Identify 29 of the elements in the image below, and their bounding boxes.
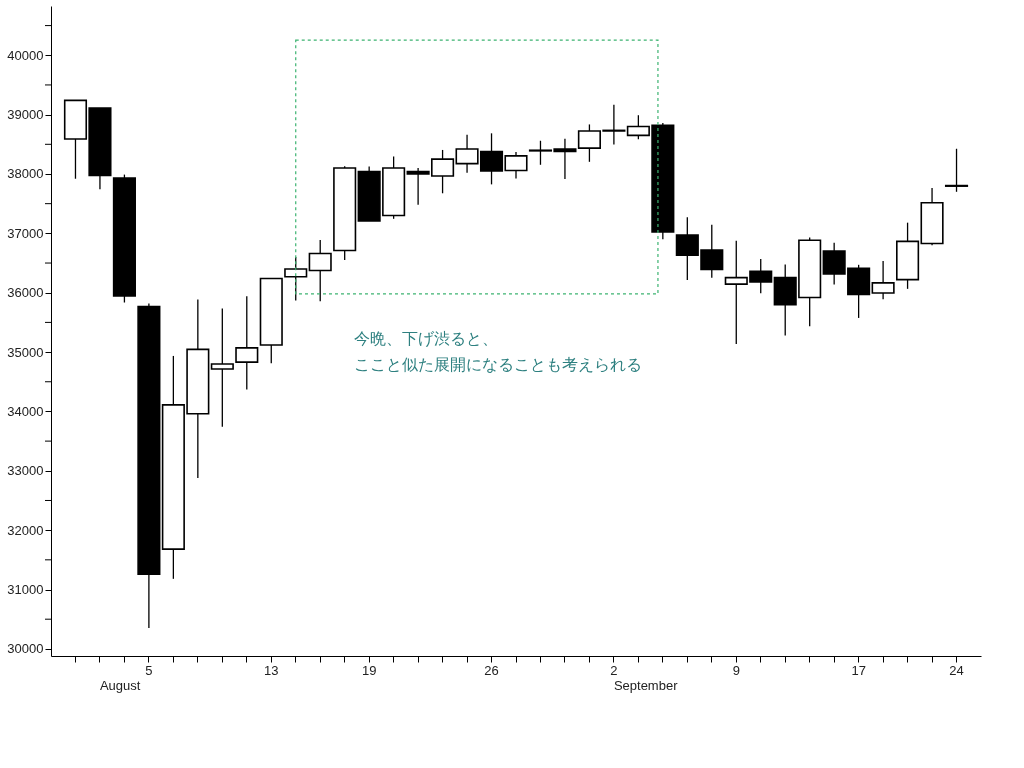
- x-tick-label: 2: [610, 662, 618, 678]
- candlestick: [871, 260, 895, 300]
- y-tick-label: 34000: [7, 403, 44, 419]
- annotation: ここと似た展開になることも考えられる: [354, 355, 643, 374]
- y-tick-label: 39000: [7, 107, 44, 123]
- x-tick-label: 26: [484, 662, 499, 678]
- text: August: [99, 678, 141, 693]
- x-tick-label: 17: [851, 662, 866, 678]
- y-tick-label: 30000: [7, 641, 44, 657]
- y-tick-label: 35000: [7, 344, 44, 360]
- y-tick-label: 33000: [7, 463, 44, 479]
- x-tick-label: 5: [145, 662, 153, 678]
- x-tick-label: 13: [264, 662, 279, 678]
- x-tick-label: 24: [949, 662, 964, 678]
- y-tick-label: 36000: [7, 285, 44, 301]
- candlestick: [308, 239, 332, 302]
- candlestick: [944, 148, 969, 193]
- text: September: [613, 678, 679, 693]
- x-tick-label: 19: [361, 662, 377, 678]
- y-tick-label: 38000: [7, 166, 44, 182]
- y-tick-label: 32000: [7, 522, 44, 538]
- candlestick: [210, 307, 234, 428]
- y-tick-label: 37000: [7, 225, 44, 241]
- y-tick-label: 40000: [7, 47, 44, 63]
- x-tick-label: 9: [732, 662, 740, 678]
- annotation: 今晩、下げ渋ると、: [354, 329, 499, 348]
- candlestick: [284, 256, 308, 302]
- candlestick: [235, 295, 259, 391]
- y-tick-label: 31000: [7, 582, 44, 598]
